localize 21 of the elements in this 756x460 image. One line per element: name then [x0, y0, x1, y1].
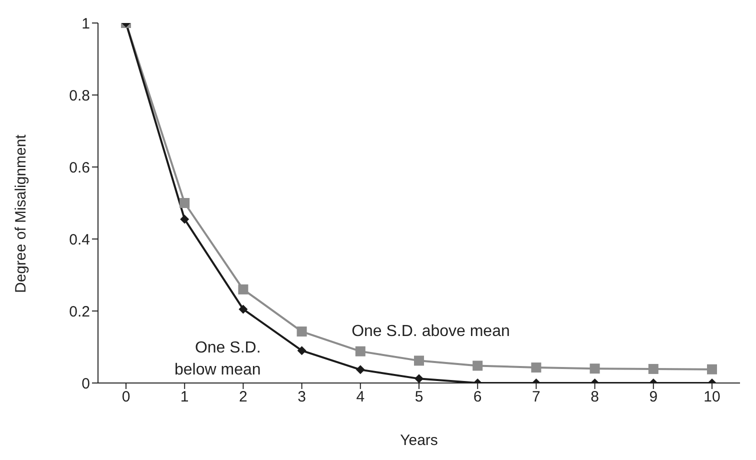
x-tick-label: 1 — [180, 388, 189, 406]
x-axis-title: Years — [400, 432, 438, 449]
y-tick-label: 0.8 — [69, 87, 90, 104]
x-tick-label: 3 — [298, 388, 306, 406]
x-tick-label: 10 — [704, 388, 720, 406]
y-tick-label: 0 — [82, 375, 90, 392]
x-tick-label: 5 — [414, 388, 424, 406]
series-label: One S.D. below mean — [174, 339, 261, 378]
y-tick-label: 1 — [82, 15, 90, 32]
x-tick-label: 4 — [356, 388, 365, 406]
y-tick-label: 0.4 — [69, 231, 90, 248]
x-tick-label: 9 — [649, 388, 658, 406]
x-tick-label: 7 — [532, 388, 540, 406]
y-tick-label: 0.2 — [69, 303, 90, 320]
x-tick-label: 8 — [590, 388, 599, 406]
x-tick-label: 0 — [122, 388, 130, 406]
y-axis-title: Degree of Misalignment — [12, 134, 30, 293]
x-tick-label: 6 — [473, 388, 482, 406]
y-tick-label: 0.6 — [69, 159, 90, 176]
x-tick-label: 2 — [239, 388, 248, 406]
series-label: One S.D. above mean — [352, 323, 510, 340]
